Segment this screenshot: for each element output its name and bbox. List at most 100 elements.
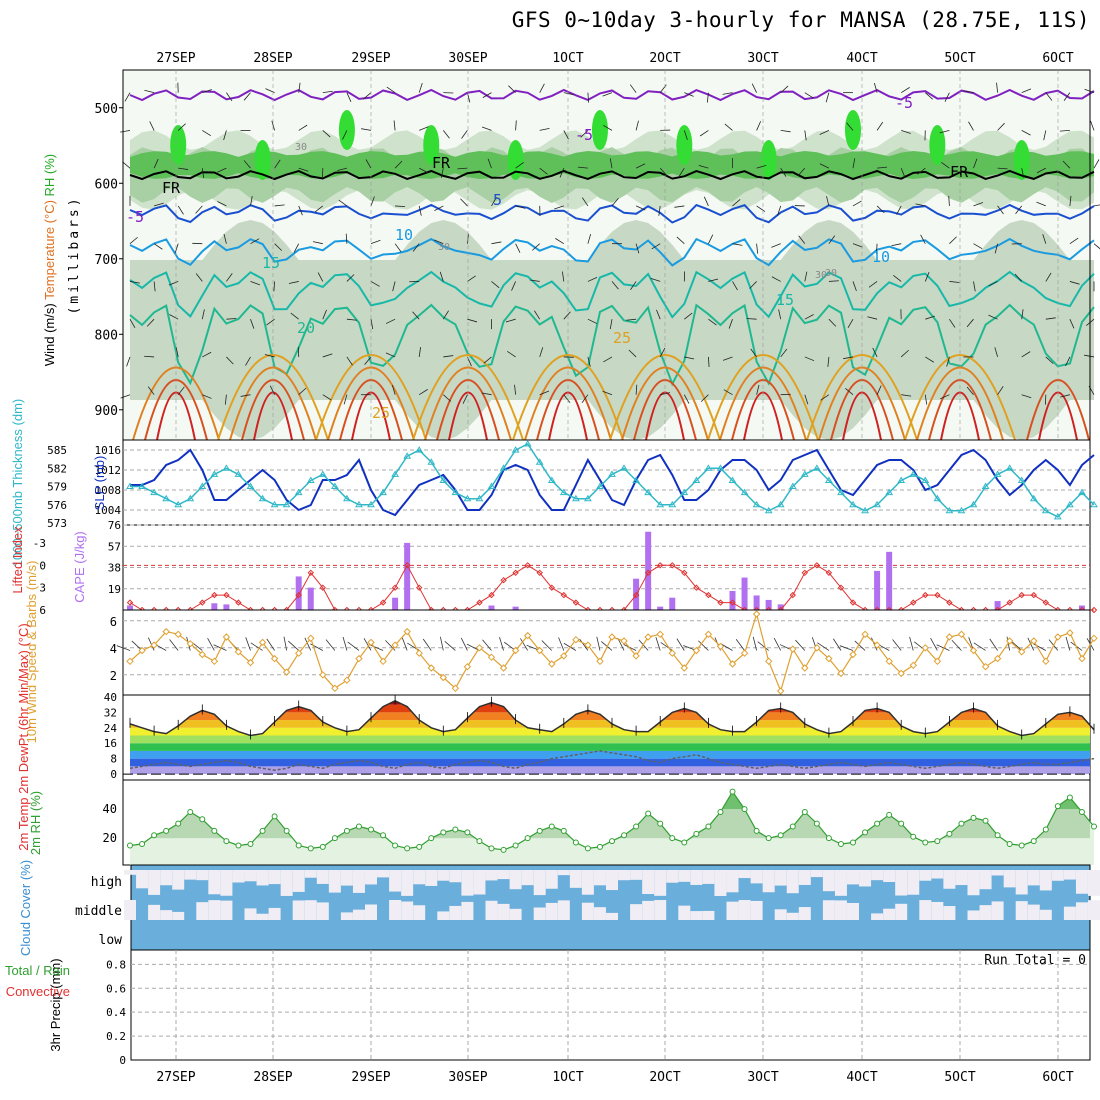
mid-cloud-bar xyxy=(172,911,185,920)
cape-bar xyxy=(211,603,218,610)
rh-point xyxy=(271,813,278,820)
high-cloud-bar xyxy=(1088,870,1100,896)
lifted-index-point xyxy=(825,569,833,577)
wind-barb xyxy=(1021,130,1031,136)
wind-speed-point xyxy=(258,638,267,647)
pressure-tick-label: 900 xyxy=(95,404,118,419)
wind-barb xyxy=(968,121,974,131)
wind-barb xyxy=(708,318,717,326)
thickness-point xyxy=(343,494,351,502)
mid-cloud-bar xyxy=(196,902,209,920)
pressure-axis-label: (millibars) xyxy=(67,195,82,314)
high-cloud-bar xyxy=(678,870,691,882)
thickness-point xyxy=(403,452,412,459)
wind-barb xyxy=(804,314,814,320)
cloud-level-label: middle xyxy=(75,904,122,919)
lifted-index-point xyxy=(813,562,821,569)
rh-point xyxy=(789,823,796,830)
contour-label: 30 xyxy=(295,142,307,153)
thickness-tick-label: 585 xyxy=(47,444,67,457)
wind-barb xyxy=(201,168,205,179)
high-cloud-bar xyxy=(967,870,980,896)
wind-barb xyxy=(873,82,878,93)
high-cloud-bar xyxy=(991,870,1004,876)
wind-barb xyxy=(780,167,787,177)
rh-point xyxy=(729,788,736,795)
wind-barb xyxy=(901,394,912,397)
surface-wind-barb xyxy=(892,639,902,651)
mid-cloud-bar xyxy=(497,903,510,920)
wind-barb xyxy=(243,160,251,169)
warm-isotherm-arch xyxy=(315,354,427,441)
thickness-point xyxy=(668,500,677,508)
wind-barb xyxy=(893,274,902,282)
wind-tick-label: 2 xyxy=(110,669,117,683)
wind-barb xyxy=(1021,88,1032,94)
wind-barb xyxy=(443,394,451,402)
thickness-point xyxy=(258,494,267,502)
wind-barb xyxy=(539,127,550,131)
mid-cloud-bar xyxy=(979,905,992,920)
wind-barb xyxy=(507,351,516,358)
high-cloud-bar xyxy=(401,870,414,896)
wind-barb xyxy=(780,130,791,133)
rh-point xyxy=(187,809,194,815)
rh-band-90 xyxy=(423,125,440,165)
wind-barb xyxy=(678,167,685,177)
wind-barb xyxy=(580,130,589,138)
wind-speed-point xyxy=(921,644,930,652)
mid-cloud-bar xyxy=(208,900,221,920)
wind-barb xyxy=(1060,394,1070,398)
wind-barb xyxy=(804,394,809,405)
mid-cloud-bar xyxy=(883,908,896,920)
high-cloud-bar xyxy=(413,870,426,885)
wind-barb xyxy=(587,356,591,367)
wind-barb xyxy=(223,233,227,244)
rh-point xyxy=(524,835,531,842)
wind-barb xyxy=(820,394,830,401)
wind-barb xyxy=(1093,159,1100,169)
wind-barb xyxy=(364,356,372,365)
mid-cloud-bar xyxy=(352,909,365,920)
high-cloud-bar xyxy=(738,870,751,879)
temperature-band xyxy=(130,735,1090,744)
upper-air-ylabel-part: Temperature (°C) xyxy=(42,196,57,299)
rh-point xyxy=(355,823,362,830)
top-date-label: 6OCT xyxy=(1042,51,1073,66)
rh-point xyxy=(837,841,844,847)
temperature-tick-label: 32 xyxy=(104,706,117,719)
mid-cloud-bar xyxy=(148,904,161,920)
temperature-band xyxy=(130,720,1090,728)
high-cloud-bar xyxy=(1039,870,1052,891)
thickness-point xyxy=(632,476,640,483)
wind-barb xyxy=(996,82,998,93)
slp-tick-label: 1008 xyxy=(95,484,122,497)
wind-speed-point xyxy=(1054,633,1062,641)
wind-barb xyxy=(178,167,189,170)
wind-barb xyxy=(1093,243,1100,250)
rh-point xyxy=(380,832,387,839)
wind-barb xyxy=(266,318,275,326)
surface-wind-barb xyxy=(989,638,998,651)
cloud-ylabel: Cloud Cover (%) xyxy=(18,860,33,956)
wind-barb xyxy=(746,318,757,320)
wind-barb xyxy=(602,92,613,97)
bottom-date-label: 27SEP xyxy=(156,1070,195,1085)
thickness-point xyxy=(728,476,737,483)
high-cloud-bar xyxy=(931,870,944,879)
wind-barb xyxy=(288,281,299,284)
rh-band-90 xyxy=(760,140,777,180)
wind-barb xyxy=(708,278,719,282)
wind-barb xyxy=(723,389,733,396)
wind-barb xyxy=(900,349,909,358)
high-cloud-bar xyxy=(907,870,920,895)
slp-tick-label: 1012 xyxy=(95,464,122,477)
wind-barb xyxy=(250,281,261,286)
surface-wind-barb xyxy=(482,639,492,651)
wind-speed-point xyxy=(246,658,255,667)
wind-barb xyxy=(223,130,227,141)
wind-barb xyxy=(363,92,372,100)
surface-wind-barb xyxy=(325,639,336,651)
wind-barb xyxy=(534,310,541,320)
